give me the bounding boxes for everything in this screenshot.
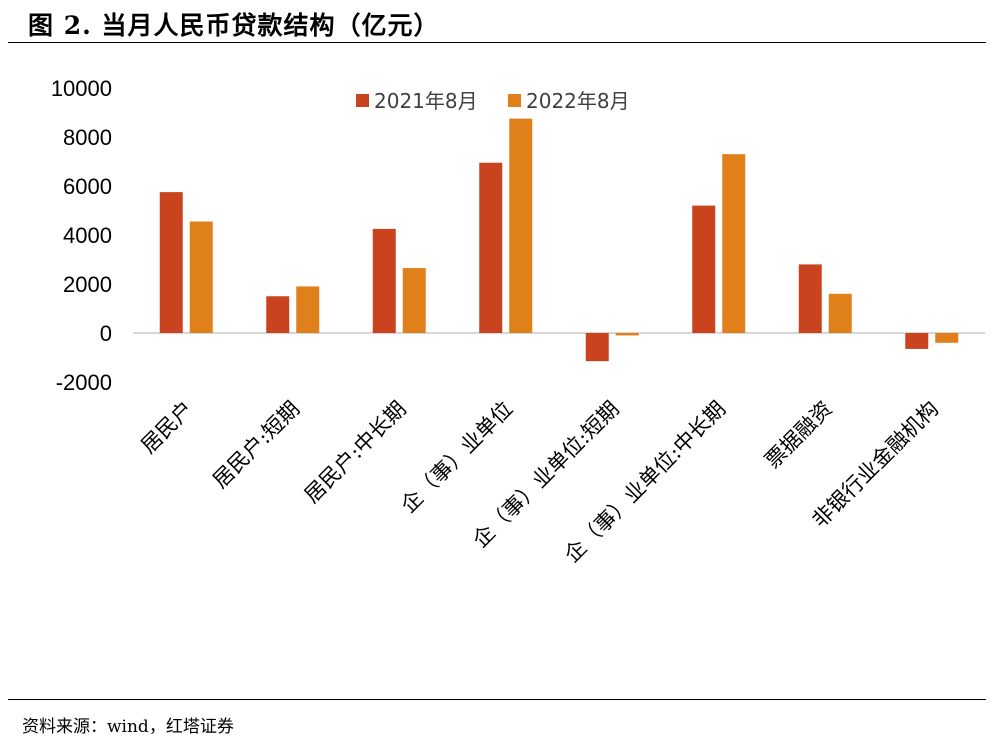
bar-series2 xyxy=(402,268,426,333)
bar-series2 xyxy=(296,286,320,333)
y-tick-label: 2000 xyxy=(63,272,112,297)
bar-series1 xyxy=(372,228,396,333)
legend-label: 2022年8月 xyxy=(526,89,630,113)
bar-series1 xyxy=(266,296,290,333)
bar-series1 xyxy=(905,333,929,349)
x-category-label: 居民户 xyxy=(136,397,198,459)
bar-chart: 10000 8000 6000 4000 2000 0 -2000 居民户 居民户:短期居民户:… xyxy=(51,76,985,567)
x-category-label: 居民户:短期 xyxy=(208,397,304,493)
bar-series2 xyxy=(615,333,639,336)
legend-swatch xyxy=(356,94,369,107)
footer-rule xyxy=(8,699,986,700)
x-category-label: 居民户:中长期 xyxy=(300,397,411,508)
x-category-label: 企（事）业单位 xyxy=(396,397,517,518)
bar-series1 xyxy=(585,333,609,362)
source-note: 资料来源：wind，红塔证券 xyxy=(22,717,234,737)
bar-series1 xyxy=(692,205,716,333)
y-tick-label: -2000 xyxy=(56,370,112,395)
bar-series2 xyxy=(189,221,213,333)
y-tick-label: 6000 xyxy=(63,174,112,199)
bar-series2 xyxy=(935,333,959,343)
y-tick-label: 4000 xyxy=(63,223,112,248)
bar-series1 xyxy=(479,162,503,333)
x-category-label: 票据融资 xyxy=(760,397,836,473)
bar-series2 xyxy=(828,293,852,333)
figure-title: 图 2. 当月人民币贷款结构（亿元） xyxy=(28,11,440,40)
bar-series2 xyxy=(722,154,746,333)
y-tick-label: 10000 xyxy=(51,76,112,101)
legend-label: 2021年8月 xyxy=(374,89,478,113)
y-tick-label: 0 xyxy=(100,321,112,346)
y-tick-label: 8000 xyxy=(63,125,112,150)
bar-series2 xyxy=(509,118,533,333)
bar-series1 xyxy=(798,264,822,333)
bar-series1 xyxy=(159,192,183,333)
title-bar: 图 2. 当月人民币贷款结构（亿元） xyxy=(8,0,986,43)
legend-swatch xyxy=(508,94,521,107)
